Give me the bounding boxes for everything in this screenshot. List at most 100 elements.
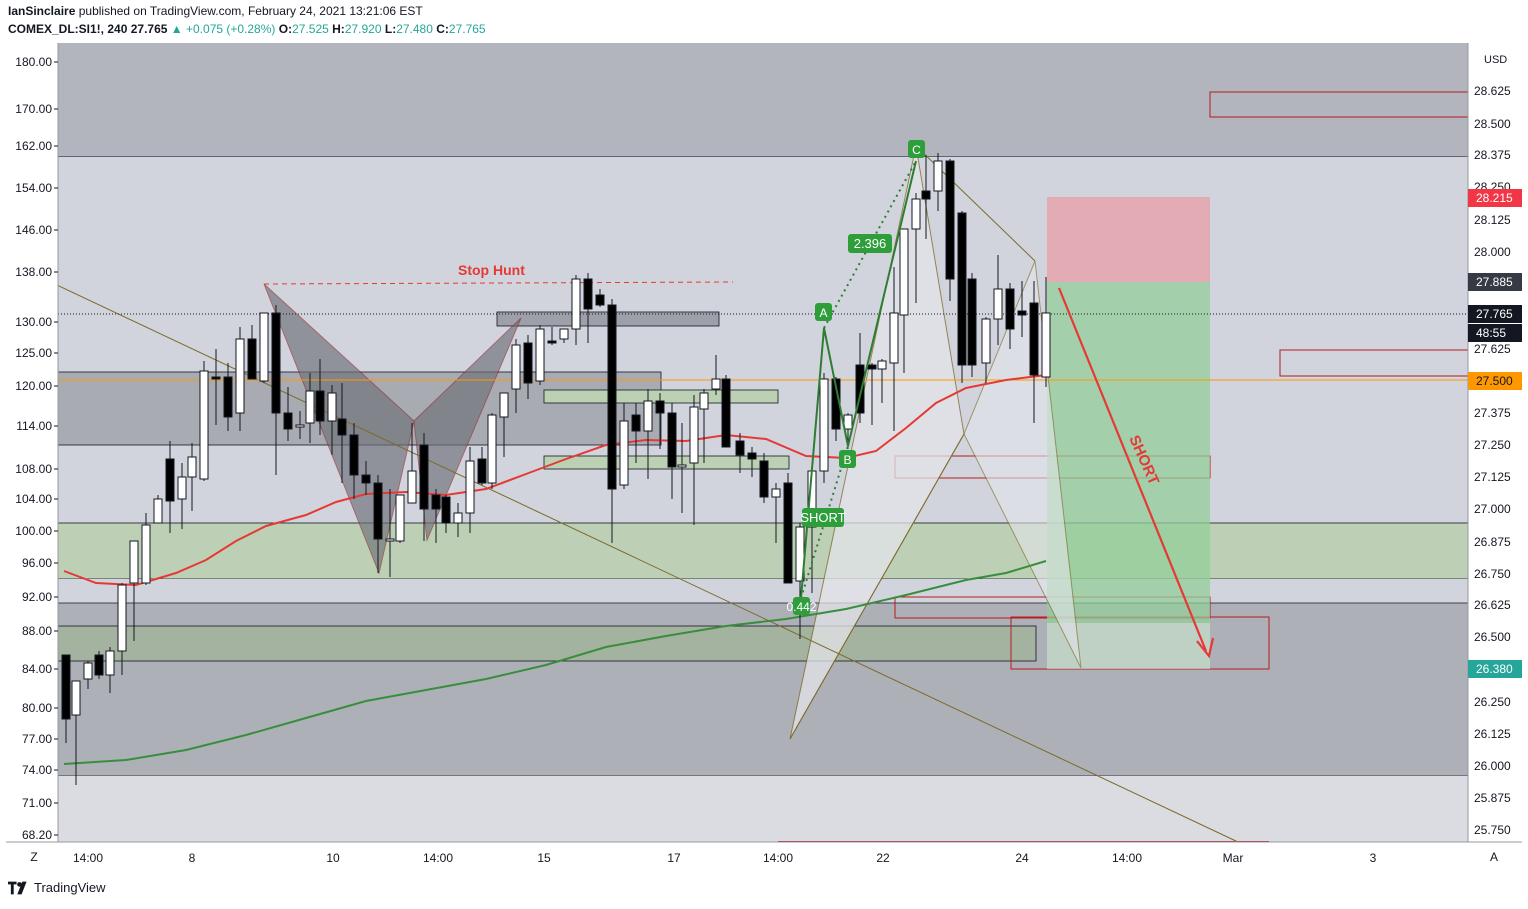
candle-body[interactable]	[535, 328, 545, 382]
candle-body[interactable]	[327, 392, 337, 422]
candle-body[interactable]	[511, 344, 521, 390]
candle-body[interactable]	[349, 434, 359, 476]
candle-body[interactable]	[441, 496, 451, 524]
currency-label[interactable]: USD	[1484, 54, 1507, 66]
candle-body[interactable]	[619, 420, 629, 486]
candle-body[interactable]	[655, 400, 665, 414]
candle-body[interactable]	[523, 342, 533, 384]
candle-body[interactable]	[855, 364, 865, 414]
candle-body[interactable]	[583, 278, 593, 310]
candle-body[interactable]	[465, 460, 475, 514]
candle-body[interactable]	[361, 474, 371, 484]
candle-body[interactable]	[83, 662, 93, 680]
candle-body[interactable]	[967, 278, 977, 366]
right-tick-label: 27.250	[1474, 438, 1511, 452]
candle-body[interactable]	[1041, 312, 1051, 378]
candle-body[interactable]	[993, 288, 1003, 320]
candle-body[interactable]	[735, 440, 745, 456]
tradingview-logo-icon[interactable]	[8, 881, 28, 895]
candle-body[interactable]	[783, 482, 793, 584]
candle-body[interactable]	[981, 318, 991, 364]
price-chart[interactable]: Stop Hunt 0.442 A B C 2.396 SHORT SHORT …	[6, 43, 1522, 872]
candle-body[interactable]	[141, 524, 151, 584]
candle-body[interactable]	[945, 160, 955, 280]
candle-body[interactable]	[105, 650, 115, 676]
candle-body[interactable]	[643, 400, 653, 432]
candle-body[interactable]	[559, 328, 569, 340]
left-tick-label: 100.00	[15, 524, 52, 538]
candle-body[interactable]	[129, 540, 139, 584]
candle-body[interactable]	[689, 406, 699, 464]
candle-body[interactable]	[677, 464, 687, 468]
x-tick-label: Mar	[1223, 851, 1244, 865]
candle-body[interactable]	[295, 424, 305, 428]
candle-body[interactable]	[631, 414, 641, 432]
candle-body[interactable]	[877, 360, 887, 370]
candle-body[interactable]	[771, 488, 781, 498]
candle-body[interactable]	[759, 460, 769, 498]
brand-name[interactable]: TradingView	[34, 880, 106, 895]
candle-body[interactable]	[747, 452, 757, 460]
candle-body[interactable]	[487, 414, 497, 484]
candle-body[interactable]	[477, 458, 487, 484]
candle-body[interactable]	[235, 338, 245, 414]
candle-body[interactable]	[431, 494, 441, 510]
candle-body[interactable]	[94, 654, 104, 676]
time-axis[interactable]: 14:00 8 10 14:00 15 17 14:00 22 24 14:00 Mar 3	[73, 851, 1377, 865]
candle-body[interactable]	[547, 340, 557, 344]
candle-body[interactable]	[165, 458, 175, 502]
candle-body[interactable]	[61, 654, 71, 720]
candle-body[interactable]	[499, 392, 509, 418]
zoom-reset-button[interactable]: Z	[30, 850, 37, 864]
svg-text:SHORT: SHORT	[800, 510, 845, 525]
candle-body[interactable]	[315, 390, 325, 422]
candlestick-series[interactable]	[61, 153, 1051, 785]
candle-body[interactable]	[223, 376, 233, 418]
candle-body[interactable]	[71, 680, 81, 716]
candle-body[interactable]	[271, 312, 281, 414]
candle-body[interactable]	[933, 160, 943, 192]
candle-body[interactable]	[889, 312, 899, 364]
candle-body[interactable]	[283, 412, 293, 430]
candle-body[interactable]	[211, 376, 221, 380]
candle-body[interactable]	[843, 414, 853, 430]
candle-body[interactable]	[305, 390, 315, 424]
candle-body[interactable]	[1029, 302, 1039, 376]
candle-body[interactable]	[867, 364, 877, 370]
symbol-name[interactable]: COMEX_DL:SI1!, 240	[8, 22, 128, 36]
candle-body[interactable]	[453, 512, 463, 524]
candle-body[interactable]	[419, 444, 429, 510]
candle-body[interactable]	[187, 456, 197, 478]
author-name[interactable]: IanSinclaire	[8, 4, 76, 18]
candle-body[interactable]	[117, 584, 127, 652]
candle-body[interactable]	[177, 476, 187, 500]
auto-scale-button[interactable]: A	[1490, 850, 1498, 864]
candle-body[interactable]	[699, 392, 709, 410]
candle-body[interactable]	[667, 412, 677, 468]
candle-body[interactable]	[247, 338, 257, 380]
candle-body[interactable]	[595, 294, 605, 306]
candle-body[interactable]	[819, 378, 829, 472]
candle-body[interactable]	[1017, 310, 1027, 316]
candle-body[interactable]	[721, 378, 731, 448]
candle-body[interactable]	[199, 370, 209, 480]
candle-body[interactable]	[911, 198, 921, 230]
candle-body[interactable]	[571, 278, 581, 330]
candle-body[interactable]	[373, 482, 383, 540]
candle-body[interactable]	[407, 470, 417, 504]
candle-body[interactable]	[385, 538, 395, 542]
candle-body[interactable]	[395, 494, 405, 542]
take-profit-area[interactable]	[1047, 282, 1210, 623]
candle-body[interactable]	[711, 378, 721, 390]
candle-body[interactable]	[259, 312, 269, 382]
candle-body[interactable]	[921, 190, 931, 200]
candle-body[interactable]	[337, 418, 347, 436]
candle-body[interactable]	[1005, 288, 1015, 330]
candle-body[interactable]	[957, 212, 967, 366]
left-price-axis[interactable]: 180.00 170.00 162.00 154.00 146.00 138.00 130.…	[15, 55, 58, 842]
candle-body[interactable]	[607, 304, 617, 490]
price-tag-bg	[1468, 273, 1522, 291]
stop-loss-area[interactable]	[1047, 197, 1210, 282]
candle-body[interactable]	[899, 228, 909, 316]
candle-body[interactable]	[153, 498, 163, 524]
